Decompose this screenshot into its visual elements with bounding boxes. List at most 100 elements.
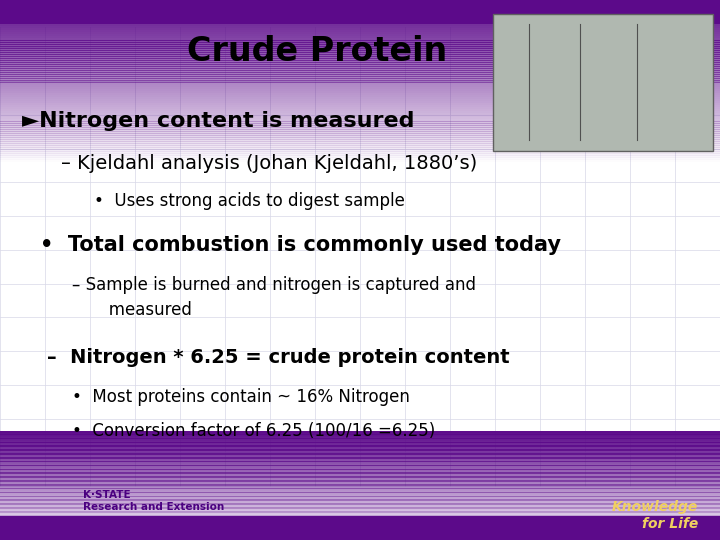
Bar [0,464,720,465]
Text: •  Total combustion is commonly used today: • Total combustion is commonly used toda… [40,235,561,255]
Bar [0,70,720,73]
Bar [0,441,720,443]
Bar [0,68,720,71]
Bar [0,499,720,501]
Bar [0,449,720,451]
Bar [0,5,720,8]
Bar [0,461,720,463]
Bar [0,54,720,57]
Bar [0,105,720,107]
Bar [0,10,720,12]
Bar [0,137,720,140]
Bar [0,494,720,496]
Bar [0,111,720,113]
Bar [0,531,720,534]
Bar [0,521,720,523]
Bar [0,514,720,516]
Bar [0,147,720,150]
Bar [0,498,720,500]
Bar [0,503,720,505]
Bar [0,127,720,130]
Text: ►Nitrogen content is measured: ►Nitrogen content is measured [22,111,414,131]
Bar [0,0,720,2]
Bar [0,470,720,472]
Bar [0,141,720,144]
Bar [0,143,720,146]
Text: Knowledge
for Life: Knowledge for Life [612,500,698,531]
Bar [0,495,720,497]
Bar [0,534,720,536]
Bar [0,42,720,45]
Bar [0,149,720,152]
Bar [0,93,720,95]
Bar [0,99,720,102]
Bar [0,24,720,26]
Bar [0,22,720,24]
Bar [0,78,720,81]
Bar [0,507,720,509]
Bar [0,11,720,14]
Bar [0,60,720,63]
Bar [0,437,720,438]
Bar [0,32,720,35]
Bar [0,512,720,514]
Bar [0,500,720,502]
Bar [0,538,720,540]
Bar [0,135,720,138]
Bar [0,502,720,503]
Bar [0,478,720,481]
Bar [0,121,720,124]
Bar [0,156,720,158]
Bar [0,431,720,433]
Bar [0,103,720,105]
Bar [0,109,720,111]
Bar [0,522,720,524]
Bar [0,36,720,38]
Bar [0,519,720,521]
Bar [0,484,720,486]
Bar [0,48,720,51]
Bar [0,119,720,122]
Bar [0,56,720,59]
Bar [0,434,720,436]
Bar [0,476,720,478]
Bar [0,44,720,46]
Bar [0,453,720,455]
Bar [0,3,720,6]
Bar [0,159,720,162]
Bar [0,62,720,65]
Bar [0,504,720,507]
Bar [0,129,720,132]
Bar [0,516,720,540]
Bar [0,89,720,91]
Bar [0,515,720,517]
Bar [0,435,720,437]
Bar [0,8,720,10]
Bar [0,19,720,22]
Bar [0,115,720,117]
Bar [0,450,720,453]
Bar [0,80,720,83]
Bar [0,445,720,447]
Bar [0,483,720,485]
Bar [0,451,720,454]
Bar [0,158,720,160]
Bar [0,38,720,40]
Bar [0,509,720,510]
Bar [0,454,720,456]
Bar [0,30,720,32]
Bar [0,14,720,16]
Bar [0,442,720,444]
Bar [0,28,720,30]
Bar [0,46,720,49]
Bar [0,446,720,448]
Bar [0,510,720,512]
Bar [0,505,720,508]
Bar [0,532,720,535]
Bar [0,530,720,532]
Bar [0,107,720,109]
Bar [0,460,720,462]
Bar [0,516,720,518]
Text: •  Conversion factor of 6.25 (100/16 =6.25): • Conversion factor of 6.25 (100/16 =6.2… [72,422,436,440]
Bar [0,18,720,20]
